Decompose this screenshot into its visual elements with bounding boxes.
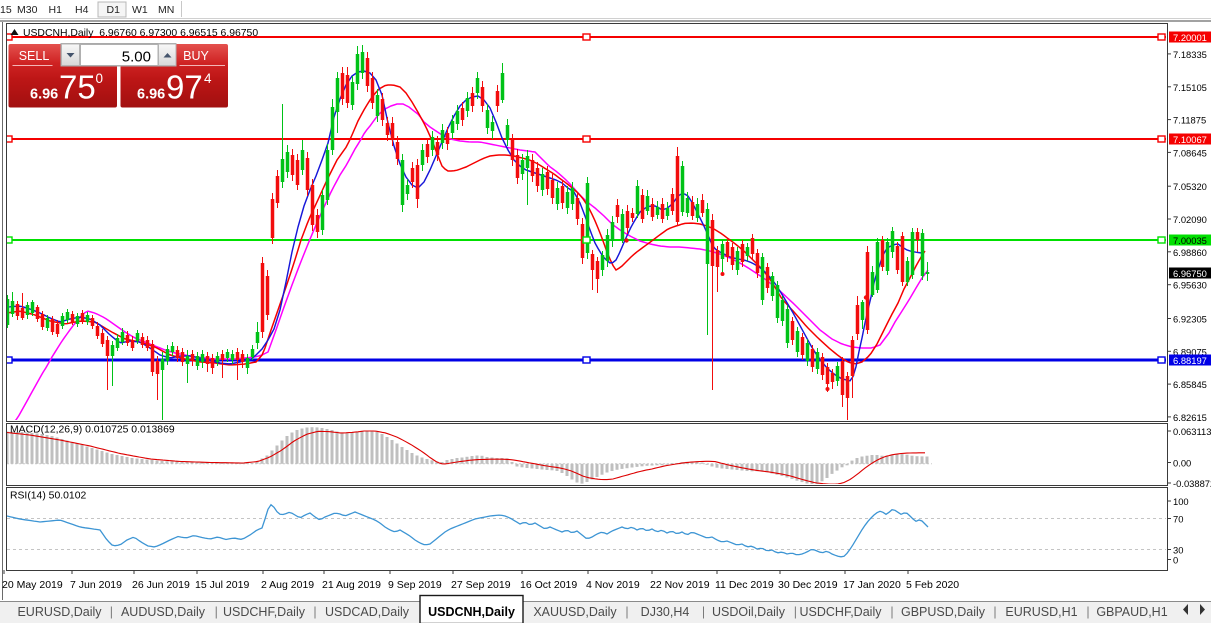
svg-text:97: 97 — [166, 69, 203, 106]
svg-text:6.96: 6.96 — [137, 87, 165, 103]
svg-text:7.15105: 7.15105 — [1173, 82, 1207, 93]
svg-text:W1: W1 — [132, 4, 148, 16]
svg-text:M30: M30 — [17, 4, 38, 16]
svg-text:USDCHF,Daily: USDCHF,Daily — [800, 605, 883, 619]
svg-text:6.89075: 6.89075 — [1173, 346, 1207, 357]
svg-text:0: 0 — [96, 71, 104, 86]
svg-text:0.063113: 0.063113 — [1173, 426, 1211, 437]
svg-text:H1: H1 — [49, 4, 63, 16]
svg-text:XAUUSD,Daily: XAUUSD,Daily — [533, 605, 617, 619]
svg-text:4: 4 — [204, 71, 212, 86]
svg-text:BUY: BUY — [183, 49, 209, 63]
svg-text:9 Sep 2019: 9 Sep 2019 — [388, 579, 442, 591]
svg-text:|: | — [625, 605, 628, 619]
svg-text:30: 30 — [1173, 545, 1183, 556]
svg-text:7 Jun 2019: 7 Jun 2019 — [70, 579, 122, 591]
svg-text:30 Dec 2019: 30 Dec 2019 — [778, 579, 838, 591]
svg-text:|: | — [313, 605, 316, 619]
svg-text:0.00: 0.00 — [1173, 458, 1191, 469]
svg-text:AUDUSD,Daily: AUDUSD,Daily — [121, 605, 206, 619]
svg-text:7.11875: 7.11875 — [1173, 115, 1206, 126]
svg-text:|: | — [702, 605, 705, 619]
svg-text:6.96: 6.96 — [30, 87, 58, 103]
svg-text:|: | — [215, 605, 218, 619]
svg-text:GBPUSD,Daily: GBPUSD,Daily — [901, 605, 986, 619]
svg-text:6.95630: 6.95630 — [1173, 280, 1207, 291]
svg-text:11 Dec 2019: 11 Dec 2019 — [715, 579, 774, 591]
svg-text:6.92305: 6.92305 — [1173, 314, 1207, 325]
svg-text:H4: H4 — [75, 4, 89, 16]
svg-text:100: 100 — [1173, 496, 1189, 507]
svg-text:|: | — [794, 605, 797, 619]
svg-text:6.98860: 6.98860 — [1173, 247, 1207, 258]
svg-text:6.88197: 6.88197 — [1173, 355, 1207, 366]
svg-text:6.85845: 6.85845 — [1173, 379, 1207, 390]
svg-text:MN: MN — [158, 4, 174, 16]
svg-text:26 Jun 2019: 26 Jun 2019 — [132, 579, 190, 591]
svg-text:75: 75 — [59, 69, 96, 106]
svg-text:EURUSD,H1: EURUSD,H1 — [1005, 605, 1077, 619]
svg-text:D1: D1 — [107, 4, 121, 16]
svg-text:4 Nov 2019: 4 Nov 2019 — [586, 579, 640, 591]
svg-text:5.00: 5.00 — [122, 49, 151, 66]
svg-text:USDCNH,Daily: USDCNH,Daily — [428, 605, 515, 619]
svg-text:2 Aug 2019: 2 Aug 2019 — [261, 579, 314, 591]
svg-text:6.82615: 6.82615 — [1173, 412, 1207, 423]
svg-text:|: | — [110, 605, 113, 619]
svg-text:DJ30,H4: DJ30,H4 — [641, 605, 690, 619]
svg-text:15 Jul 2019: 15 Jul 2019 — [195, 579, 249, 591]
svg-text:RSI(14) 50.0102: RSI(14) 50.0102 — [10, 491, 86, 502]
svg-text:20 May 2019: 20 May 2019 — [2, 579, 63, 591]
svg-text:22 Nov 2019: 22 Nov 2019 — [650, 579, 710, 591]
svg-text:70: 70 — [1173, 514, 1183, 525]
svg-text:SELL: SELL — [19, 49, 50, 63]
svg-text:7.02090: 7.02090 — [1173, 214, 1207, 225]
svg-text:GBPAUD,H1: GBPAUD,H1 — [1096, 605, 1167, 619]
svg-text:USDOil,Daily: USDOil,Daily — [712, 605, 786, 619]
svg-text:|: | — [1086, 605, 1089, 619]
svg-text:7.20001: 7.20001 — [1173, 32, 1207, 43]
svg-text:17 Jan 2020: 17 Jan 2020 — [843, 579, 901, 591]
svg-text:|: | — [993, 605, 996, 619]
svg-text:USDCHF,Daily: USDCHF,Daily — [223, 605, 306, 619]
svg-text:5 Feb 2020: 5 Feb 2020 — [906, 579, 959, 591]
svg-text:EURUSD,Daily: EURUSD,Daily — [17, 605, 102, 619]
svg-text:7.18335: 7.18335 — [1173, 49, 1207, 60]
svg-text:21 Aug 2019: 21 Aug 2019 — [322, 579, 381, 591]
svg-text:USDCNH,Daily 6.96760 6.97300: USDCNH,Daily 6.96760 6.97300 6.96515 6.9… — [23, 28, 258, 39]
svg-text:15: 15 — [0, 4, 12, 16]
svg-text:7.08645: 7.08645 — [1173, 147, 1207, 158]
svg-text:16 Oct 2019: 16 Oct 2019 — [520, 579, 577, 591]
svg-text:|: | — [890, 605, 893, 619]
svg-text:MACD(12,26,9) 0.010725 0.01386: MACD(12,26,9) 0.010725 0.013869 — [10, 425, 175, 436]
svg-text:7.00035: 7.00035 — [1173, 235, 1207, 246]
svg-text:-0.038872: -0.038872 — [1173, 478, 1211, 489]
svg-text:6.96750: 6.96750 — [1173, 268, 1207, 279]
svg-text:27 Sep 2019: 27 Sep 2019 — [451, 579, 511, 591]
svg-text:7.05320: 7.05320 — [1173, 181, 1207, 192]
svg-text:0: 0 — [1173, 555, 1178, 566]
svg-text:USDCAD,Daily: USDCAD,Daily — [325, 605, 410, 619]
svg-text:7.10067: 7.10067 — [1173, 134, 1207, 145]
